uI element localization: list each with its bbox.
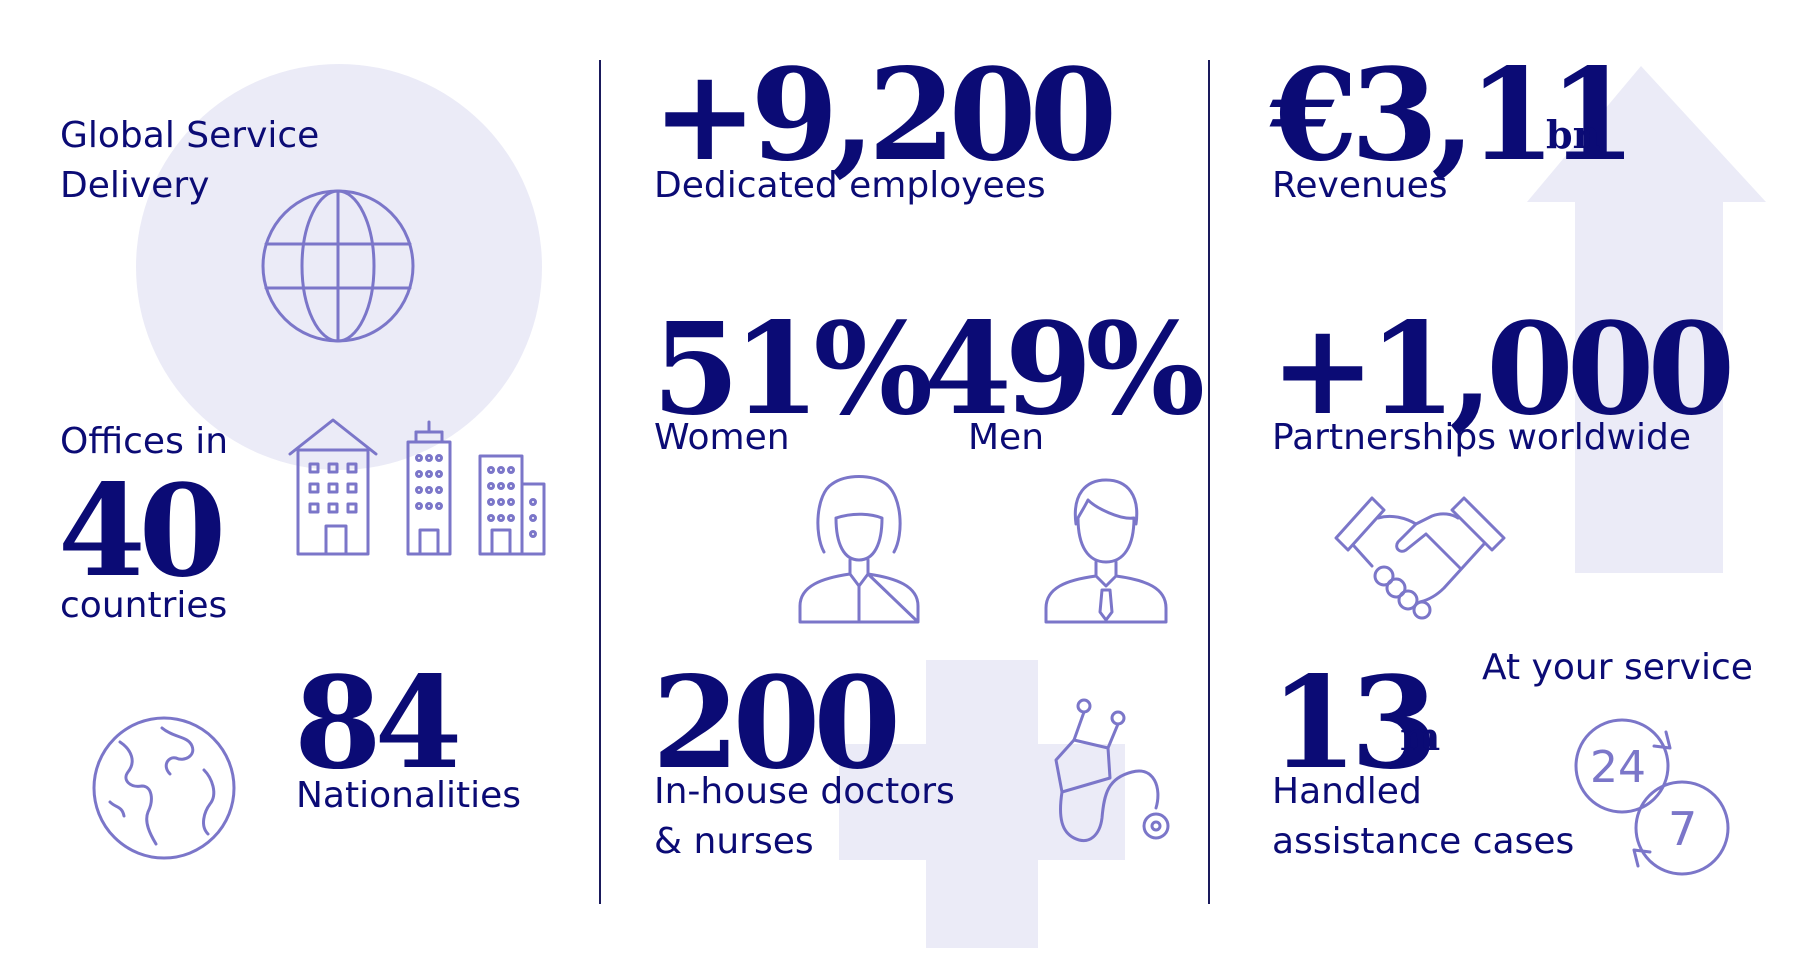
men-value: 49% — [924, 295, 1205, 443]
employees-value: +9,200 — [652, 41, 1117, 189]
cases-label-line1: Handled — [1272, 771, 1422, 812]
cases-unit: m — [1400, 714, 1441, 759]
divider-right — [1208, 60, 1210, 904]
nationalities-label: Nationalities — [296, 775, 522, 816]
partnerships-label: Partnerships worldwide — [1272, 417, 1692, 458]
doctors-value: 200 — [652, 649, 901, 797]
global-service-line2: Delivery — [60, 165, 210, 206]
global-service-line1: Global Service — [60, 115, 320, 156]
clock-days: 7 — [1668, 802, 1698, 856]
cases-value: 13 — [1270, 649, 1438, 797]
partnerships-value: +1,000 — [1270, 295, 1735, 443]
offices-value: 40 — [58, 457, 226, 605]
globe-icon — [261, 189, 415, 343]
clock-24-7-icon — [1574, 718, 1730, 876]
cases-label-line2: assistance cases — [1272, 821, 1575, 862]
employees-label: Dedicated employees — [654, 165, 1046, 206]
women-label: Women — [654, 417, 790, 458]
clock-24-7: 24 7 — [1572, 718, 1742, 878]
revenue-label: Revenues — [1272, 165, 1448, 206]
doctors-label-line2: & nurses — [654, 821, 814, 862]
women-value: 51% — [652, 295, 933, 443]
clock-hours: 24 — [1590, 742, 1646, 793]
man-icon — [1044, 478, 1168, 624]
revenue-value: €3,11 — [1270, 41, 1637, 189]
offices-prefix: Offices in — [60, 421, 229, 462]
buildings-icon — [288, 418, 546, 556]
stethoscope-icon — [1054, 698, 1170, 842]
woman-icon — [798, 475, 920, 624]
divider-left — [599, 60, 601, 904]
revenue-unit: bn — [1546, 112, 1601, 157]
nationalities-value: 84 — [294, 649, 462, 797]
offices-suffix: countries — [60, 585, 228, 626]
earth-icon — [92, 716, 236, 860]
men-label: Men — [968, 417, 1045, 458]
service-label: At your service — [1482, 647, 1753, 688]
handshake-icon — [1334, 496, 1506, 620]
doctors-label-line1: In-house doctors — [654, 771, 955, 812]
